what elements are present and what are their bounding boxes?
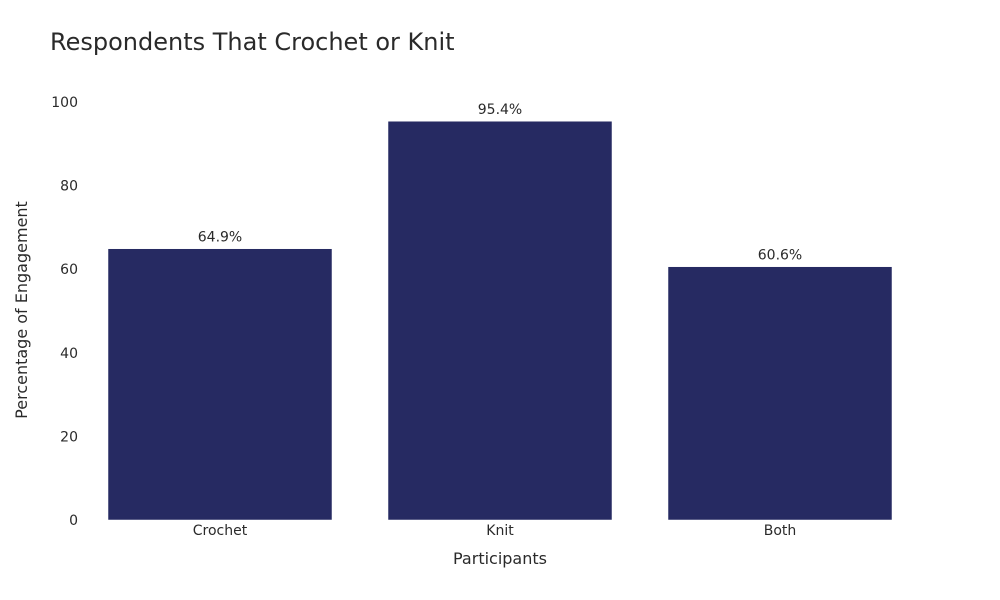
y-tick-label: 40 [60,346,78,362]
bars [107,120,893,521]
y-tick-label: 20 [60,429,78,445]
y-tick-label: 60 [60,262,78,278]
x-tick-label: Both [764,523,797,539]
y-tick-label: 0 [69,513,78,529]
chart-title: Respondents That Crochet or Knit [50,28,455,56]
x-axis-ticks: Crochet Knit Both [193,523,797,539]
y-tick-label: 100 [51,95,78,111]
x-axis-title: Participants [453,549,547,568]
data-label: 95.4% [478,102,522,118]
bar-both [667,266,893,521]
bar-crochet [107,248,333,521]
bar-knit [387,120,613,521]
data-label: 60.6% [758,248,802,264]
y-axis-ticks: 0 20 40 60 80 100 [51,95,78,529]
x-tick-label: Knit [486,523,514,539]
x-tick-label: Crochet [193,523,248,539]
y-axis-title: Percentage of Engagement [12,201,31,419]
data-labels: 64.9% 95.4% 60.6% [198,102,802,263]
y-tick-label: 80 [60,179,78,195]
data-label: 64.9% [198,230,242,246]
